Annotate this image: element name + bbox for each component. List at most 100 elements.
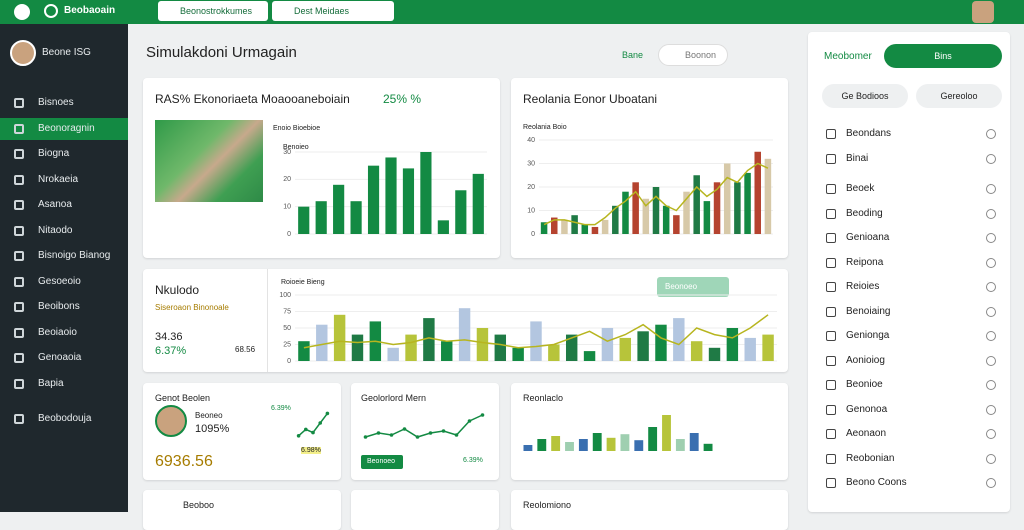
- list-item[interactable]: Aeonaon: [822, 423, 1002, 445]
- list-item[interactable]: Reobonian: [822, 448, 1002, 470]
- list-item[interactable]: Binai: [822, 148, 1002, 170]
- button[interactable]: Beonoeo: [361, 455, 403, 469]
- nav-item[interactable]: Bisnoigo Bianog: [0, 245, 128, 267]
- list-item[interactable]: Beoding: [822, 203, 1002, 225]
- nav-item[interactable]: Beoiaoio: [0, 322, 128, 344]
- point: [389, 433, 394, 437]
- bar: [744, 172, 751, 234]
- bar: [619, 337, 631, 361]
- chart-title: Enoio Bioebioe: [273, 125, 321, 132]
- bar: [351, 334, 364, 361]
- list-item[interactable]: Beondans: [822, 123, 1002, 145]
- bar: [551, 217, 558, 234]
- bar: [316, 324, 328, 361]
- icon: [826, 208, 836, 219]
- nav-item[interactable]: Bisnoes: [0, 92, 128, 114]
- list-item[interactable]: Aonioiog: [822, 350, 1002, 372]
- filter[interactable]: Gereoloo: [916, 84, 1002, 108]
- item-action[interactable]: [986, 478, 996, 488]
- nav-item[interactable]: Nitaodo: [0, 220, 128, 242]
- chip[interactable]: Beonoeo: [657, 277, 729, 297]
- bar: [675, 439, 685, 451]
- line: [303, 314, 769, 349]
- bar: [591, 226, 599, 234]
- panel-button[interactable]: Bins: [884, 44, 1002, 68]
- list-item[interactable]: Genioana: [822, 227, 1002, 249]
- avatar[interactable]: [972, 1, 994, 23]
- nav-item[interactable]: Nrokaeia: [0, 169, 128, 191]
- card: Geolorlord Mern Beonoeo 6.39%: [351, 383, 499, 480]
- bar: [402, 168, 415, 234]
- stat: 6.37%: [155, 345, 187, 357]
- y-tick-label: 40: [527, 137, 535, 144]
- icon: [826, 404, 836, 415]
- bar: [333, 314, 346, 361]
- item-action[interactable]: [986, 184, 996, 194]
- bar: [637, 331, 649, 361]
- point: [376, 431, 381, 435]
- nav-item[interactable]: Asanoa: [0, 194, 128, 216]
- nav-item[interactable]: Gesoeoio: [0, 271, 128, 293]
- item-action[interactable]: [986, 429, 996, 439]
- top-button[interactable]: Beonostrokkumes: [158, 1, 268, 21]
- list-item[interactable]: Beoek: [822, 178, 1002, 200]
- card: Nkulodo Siseroaon Binonoale 34.36 6.37% …: [143, 269, 788, 372]
- item-action[interactable]: [986, 233, 996, 243]
- item-action[interactable]: [986, 129, 996, 139]
- bar: [530, 321, 542, 361]
- list-item[interactable]: Reioies: [822, 276, 1002, 298]
- card-title: Beoboo: [183, 500, 215, 510]
- bar: [548, 344, 560, 361]
- list-item[interactable]: Beonioe: [822, 374, 1002, 396]
- icon: [826, 233, 836, 243]
- list-item[interactable]: Genionga: [822, 325, 1002, 347]
- item-action[interactable]: [986, 355, 996, 366]
- list-item[interactable]: Benoiaing: [822, 301, 1002, 323]
- search-box[interactable]: Boonon: [658, 44, 728, 66]
- list-item[interactable]: Reipona: [822, 252, 1002, 274]
- bar: [423, 318, 435, 361]
- bar: [537, 439, 547, 451]
- nav-item[interactable]: Genoaoia: [0, 347, 128, 369]
- bar: [662, 415, 671, 451]
- item-action[interactable]: [986, 257, 996, 268]
- point: [402, 427, 407, 431]
- item-action[interactable]: [986, 208, 996, 219]
- nav-item[interactable]: Beobodouja: [0, 408, 128, 430]
- bar: [634, 440, 644, 451]
- y-tick-label: 10: [283, 204, 291, 211]
- nav-item[interactable]: Bapia: [0, 373, 128, 395]
- item-action[interactable]: [986, 453, 996, 464]
- item-action[interactable]: [986, 331, 996, 341]
- nav-item[interactable]: Beonoragnin: [0, 117, 128, 140]
- nav-item[interactable]: Beoibons: [0, 296, 128, 318]
- list-item[interactable]: Beono Coons: [822, 472, 1002, 494]
- nav-item-label: Bisnoes: [38, 97, 74, 108]
- bar: [620, 434, 630, 451]
- list-item[interactable]: Genonoa: [822, 399, 1002, 421]
- filter[interactable]: Ge Bodioos: [822, 84, 908, 108]
- list-item-label: Beonioe: [846, 379, 883, 390]
- card: Beoboo: [143, 490, 341, 530]
- bar: [523, 445, 533, 451]
- item-action[interactable]: [986, 282, 996, 292]
- bar: [632, 182, 639, 234]
- top-dropdown[interactable]: Dest Meidaes: [272, 1, 394, 21]
- bar: [655, 324, 667, 361]
- chart-title: Roioeie Bieng: [281, 279, 325, 286]
- item-action[interactable]: [986, 380, 996, 390]
- header-link[interactable]: Bane: [622, 50, 644, 60]
- right-panel: Meobomer Bins Ge Bodioos Gereoloo Beonda…: [808, 32, 1010, 512]
- item-action[interactable]: [986, 153, 996, 164]
- bar: [540, 222, 548, 234]
- bar: [734, 182, 741, 234]
- bar: [298, 206, 310, 234]
- item-action[interactable]: [986, 404, 996, 415]
- item-action[interactable]: [986, 306, 996, 317]
- nav-item[interactable]: Biogna: [0, 143, 128, 165]
- bar: [612, 205, 619, 234]
- bar: [622, 191, 629, 234]
- bar: [662, 205, 670, 234]
- nav-item-label: Nitaodo: [38, 224, 73, 236]
